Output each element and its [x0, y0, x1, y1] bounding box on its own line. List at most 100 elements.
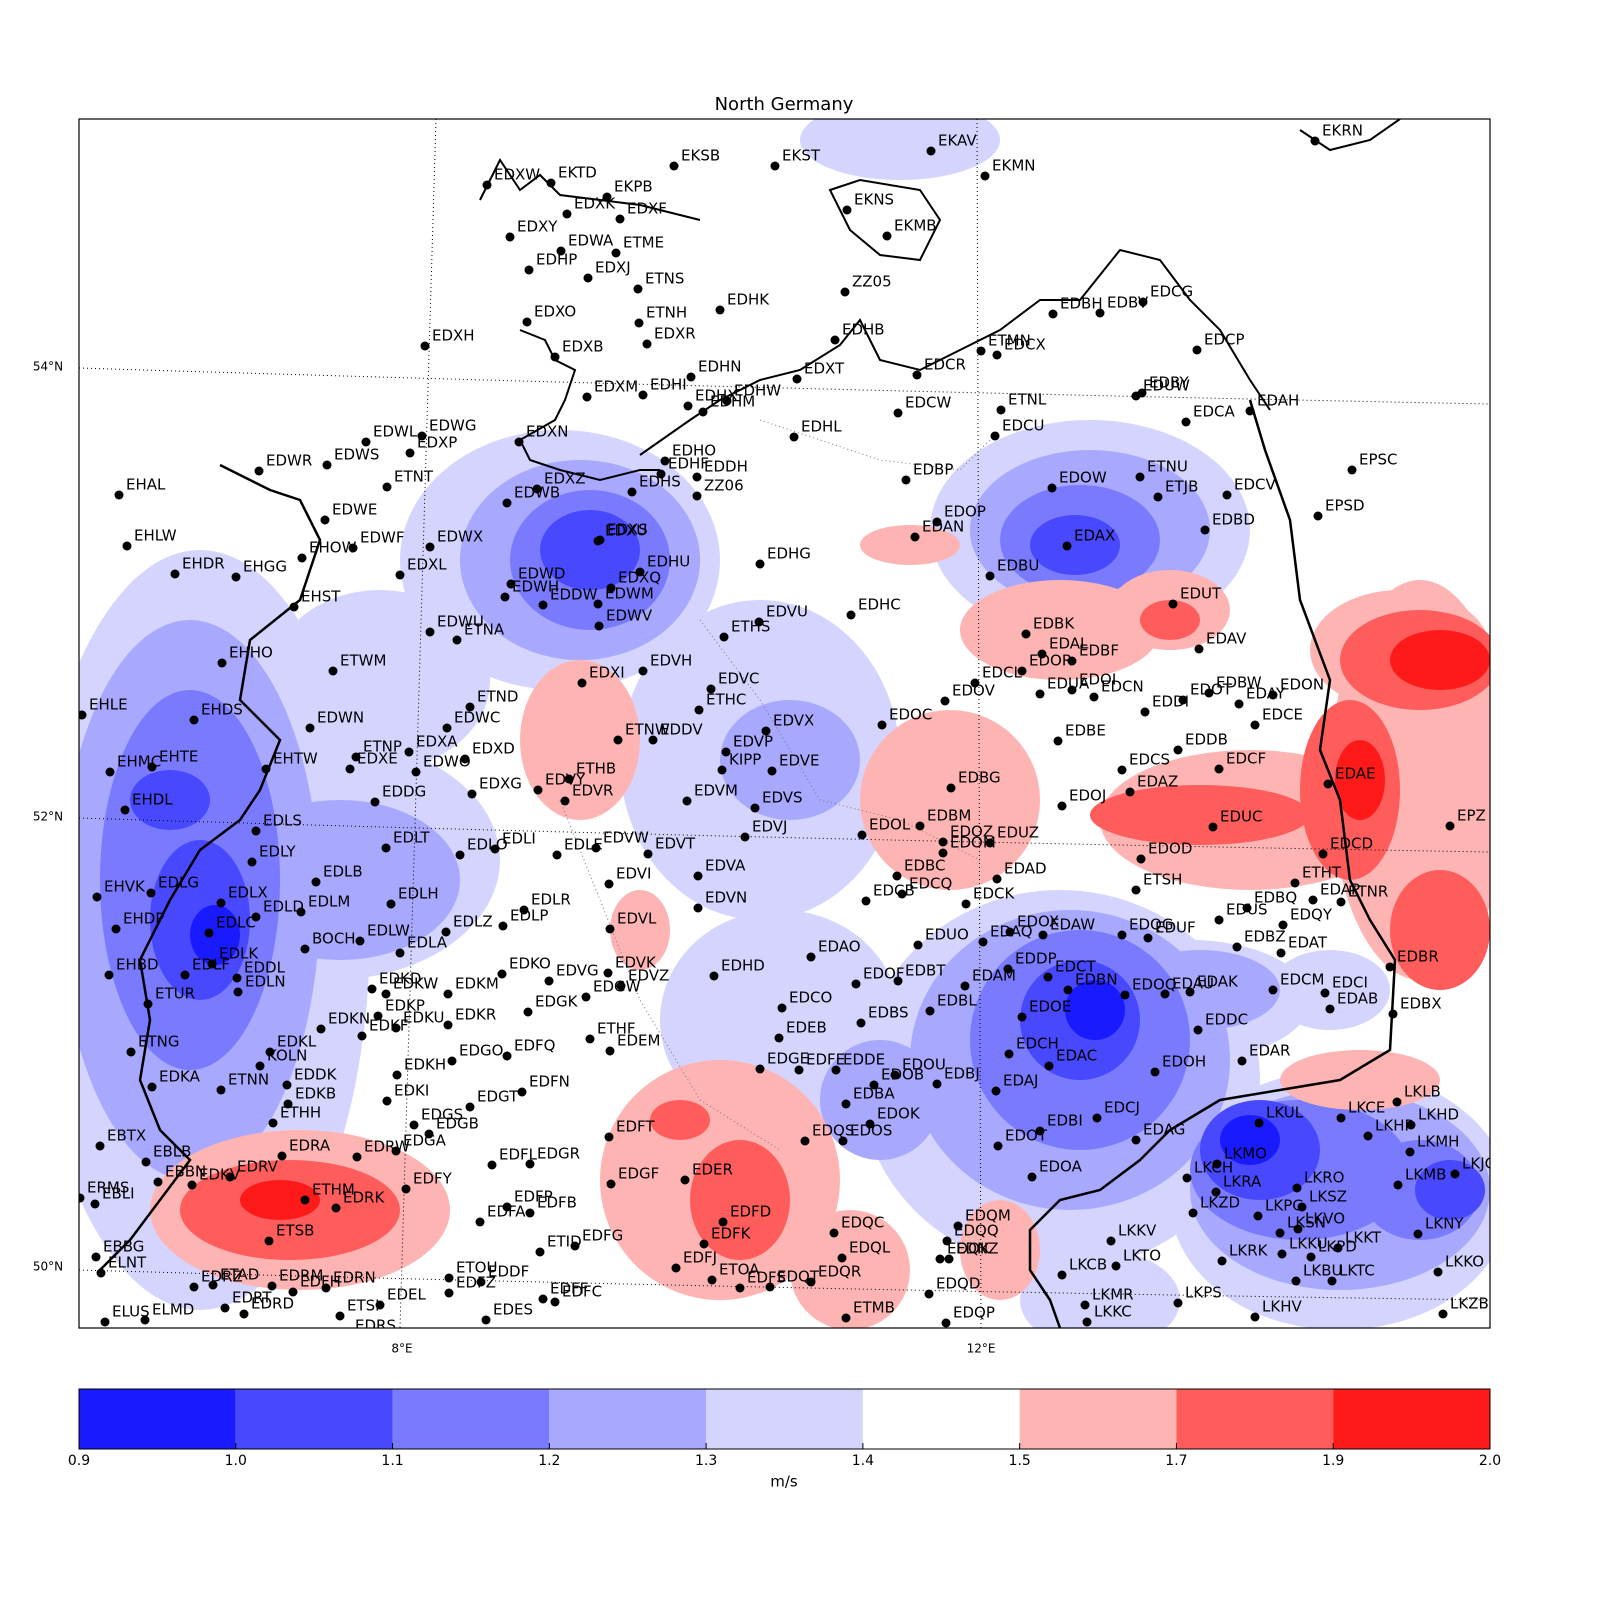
station-label: EDOA: [1039, 1158, 1083, 1176]
station-label: EDFN: [529, 1073, 570, 1091]
station: LKTO: [1111, 1247, 1161, 1271]
station: LKCB: [1057, 1256, 1107, 1280]
station-dot: [1208, 822, 1218, 832]
station: EDLO: [455, 836, 508, 860]
station-dot: [345, 764, 355, 774]
station: EDAX: [1062, 527, 1115, 551]
station-label: LKJC: [1462, 1155, 1495, 1173]
station: EDRA: [277, 1137, 331, 1161]
station-label: EDGO: [459, 1042, 503, 1060]
station-label: EDDE: [843, 1051, 885, 1069]
station: EDXU: [593, 522, 647, 546]
station-label: EHOW: [309, 539, 357, 557]
station-label: EDDP: [1015, 950, 1057, 968]
station: EDLT: [381, 829, 430, 853]
station-dot: [699, 1239, 709, 1249]
station: EDBT: [893, 962, 946, 986]
station-label: EDVZ: [628, 967, 669, 985]
station-dot: [556, 246, 566, 256]
station-label: EDVK: [615, 954, 657, 972]
station-label: EDBI: [1047, 1112, 1083, 1130]
lat-label: 52°N: [33, 810, 63, 824]
station-label: EDAP: [1320, 881, 1360, 899]
station: EDRN: [321, 1269, 376, 1293]
station-label: EDAH: [1257, 392, 1299, 410]
station-label: EDWL: [373, 423, 418, 441]
station-label: EDRA: [289, 1137, 331, 1155]
station-label: EDLS: [263, 812, 302, 830]
station: EDDG: [370, 783, 426, 807]
station-dot: [1388, 1009, 1398, 1019]
station-label: EDAJ: [1003, 1072, 1038, 1090]
station-dot: [602, 192, 612, 202]
station-label: EDQS: [812, 1122, 854, 1140]
station-label: EDFT: [616, 1118, 655, 1136]
station: LKKV: [1106, 1222, 1157, 1246]
station: ELNT: [96, 1254, 147, 1278]
station-label: EDOP: [944, 503, 986, 521]
station-dot: [1406, 1120, 1416, 1130]
station: EDBK: [1021, 615, 1075, 639]
station-label: LKKU: [1289, 1235, 1328, 1253]
station-dot: [104, 970, 114, 980]
station: EDLH: [386, 885, 439, 909]
station-dot: [247, 857, 257, 867]
station-label: EDWA: [568, 232, 614, 250]
station: EDXR: [642, 325, 696, 349]
station-dot: [532, 484, 542, 494]
station-label: ZZ06: [704, 477, 744, 495]
station-label: EDXB: [562, 338, 604, 356]
station-label: EDAT: [1288, 934, 1328, 952]
station-label: EDAZ: [1137, 773, 1178, 791]
station-dot: [970, 678, 980, 688]
station-label: EDLH: [398, 885, 439, 903]
station-label: EDFF: [550, 1280, 588, 1298]
station: EDRV: [225, 1158, 279, 1182]
station-label: KIPP: [729, 751, 761, 769]
station-dot: [502, 1051, 512, 1061]
station-label: ETNN: [228, 1071, 269, 1089]
station-label: EDFD: [730, 1203, 771, 1221]
station: EDAT: [1276, 934, 1328, 958]
station-label: EDKH: [404, 1056, 446, 1074]
station-label: EDVT: [655, 835, 696, 853]
station-label: LKKO: [1445, 1253, 1484, 1271]
station-label: EDFL: [499, 1146, 538, 1164]
station-label: EDWF: [360, 529, 405, 547]
station-dot: [514, 437, 524, 447]
station-label: EDDG: [382, 783, 426, 801]
station: EDBQ: [1242, 889, 1297, 913]
station: LKRK: [1217, 1242, 1269, 1266]
station: ETNN: [216, 1071, 269, 1095]
station-label: LKKV: [1118, 1222, 1157, 1240]
station: EDKB: [283, 1085, 336, 1109]
station-dot: [316, 1024, 326, 1034]
station-label: EDXE: [357, 750, 398, 768]
station-dot: [265, 1047, 275, 1057]
station-dot: [638, 666, 648, 676]
station-dot: [1021, 629, 1031, 639]
station: EDFE: [794, 1051, 845, 1075]
station-label: ELMD: [152, 1301, 194, 1319]
station-label: LKKC: [1094, 1303, 1132, 1321]
station-dot: [140, 1315, 150, 1325]
station: EDXL: [395, 556, 447, 580]
station-label: EDKV: [199, 1166, 241, 1184]
station: ETMB: [841, 1299, 895, 1323]
station: EDXJ: [583, 259, 631, 283]
station-label: EDBV: [1107, 294, 1149, 312]
station-label: EDHF: [668, 455, 709, 473]
station-dot: [1336, 1113, 1346, 1123]
station: EDHP: [524, 251, 577, 275]
station-label: EDQP: [953, 1304, 995, 1322]
station-dot: [444, 1273, 454, 1283]
station-dot: [417, 431, 427, 441]
station-dot: [204, 928, 214, 938]
station-label: EKPB: [614, 178, 653, 196]
station: EDHB: [830, 321, 885, 345]
station-label: EDLG: [158, 874, 199, 892]
station-dot: [1095, 308, 1105, 318]
station: LKMB: [1393, 1166, 1446, 1190]
station-label: EDBZ: [1244, 928, 1286, 946]
station-label: EDVN: [705, 889, 747, 907]
